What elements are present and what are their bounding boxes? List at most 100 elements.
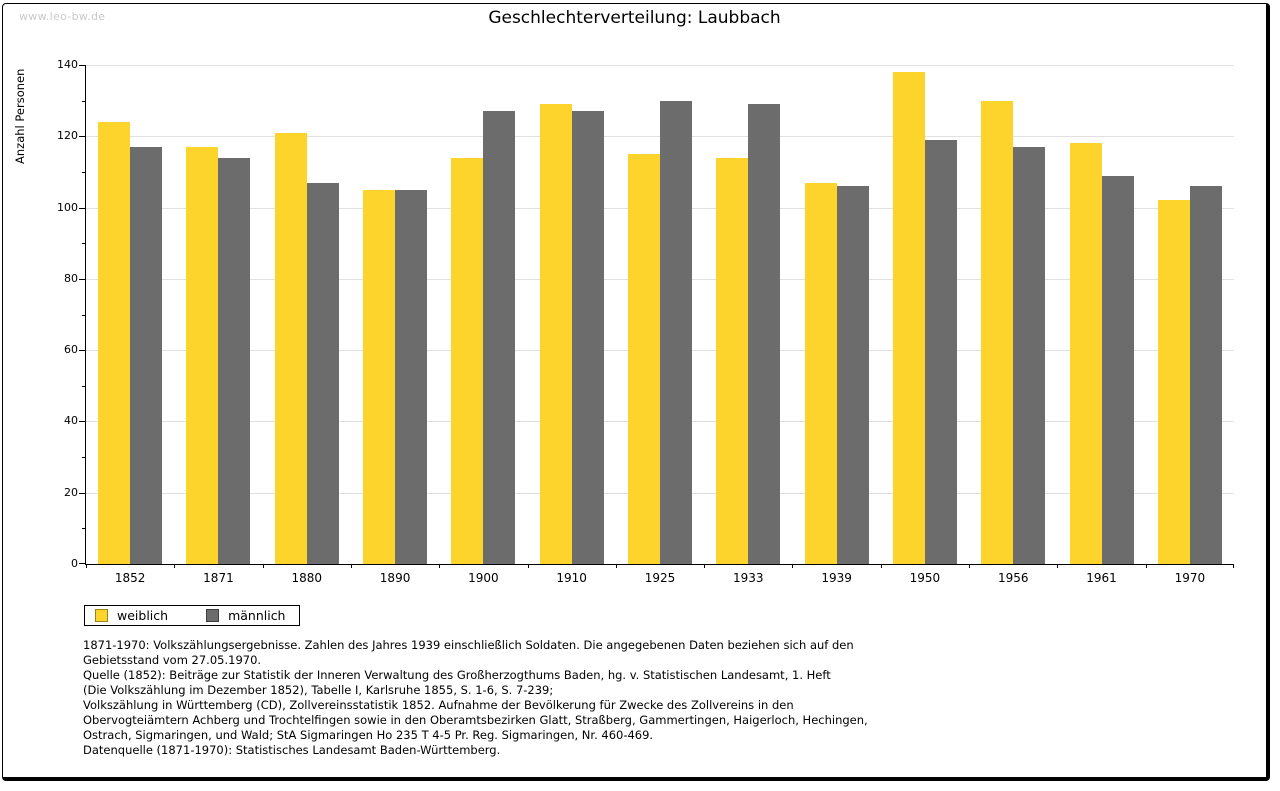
datasource-note: Datenquelle (1871-1970): Statistisches L… — [83, 743, 501, 757]
bar-group-1950 — [881, 65, 969, 564]
note-line: Obervogteiämtern Achberg und Trochtelfin… — [83, 713, 868, 727]
bar-group-1925 — [616, 65, 704, 564]
bar-weiblich-1970 — [1157, 200, 1190, 564]
x-axis-label: 1910 — [556, 571, 587, 585]
x-axis-tick — [174, 564, 175, 568]
x-axis-tick — [439, 564, 440, 568]
note-line: (Die Volkszählung im Dezember 1852), Tab… — [83, 683, 554, 697]
y-tick-label: 20 — [64, 485, 78, 499]
x-axis-label: 1852 — [114, 571, 146, 585]
bar-weiblich-1939 — [804, 182, 837, 564]
bar-group-1939 — [792, 65, 880, 564]
bar-männlich-1880 — [306, 182, 339, 564]
x-axis-tick — [969, 564, 970, 568]
bar-weiblich-1956 — [981, 100, 1014, 564]
bar-group-1880 — [263, 65, 351, 564]
x-axis-label: 1871 — [203, 571, 234, 585]
watermark: www.leo-bw.de — [19, 10, 106, 23]
x-axis-tick — [528, 564, 529, 568]
y-axis-minor-tick — [82, 171, 86, 173]
legend-item-weiblich: weiblich — [95, 608, 168, 623]
x-axis-label: 1956 — [997, 571, 1029, 585]
bar-männlich-1933 — [748, 104, 781, 564]
y-tick-label: 100 — [57, 200, 78, 214]
bar-group-1871 — [174, 65, 262, 564]
y-axis-minor-tick — [82, 457, 86, 459]
note-line: Quelle (1852): Beiträge zur Statistik de… — [83, 668, 831, 682]
y-axis-minor-tick — [82, 528, 86, 530]
note-line: Gebietsstand vom 27.05.1970. — [83, 653, 262, 667]
x-axis-label: 1950 — [909, 571, 941, 585]
bar-männlich-1852 — [130, 146, 163, 564]
y-axis-tick — [79, 278, 86, 280]
bar-group-1956 — [969, 65, 1057, 564]
bar-männlich-1900 — [483, 111, 516, 564]
note-line: Ostrach, Sigmaringen, und Wald; StA Sigm… — [83, 728, 654, 742]
x-axis-tick — [351, 564, 352, 568]
y-axis-minor-tick — [82, 385, 86, 387]
y-axis-tick — [79, 350, 86, 352]
bar-weiblich-1961 — [1069, 143, 1102, 564]
plot-area: 0 20 40 60 80 100 120 140 1852 1871 1880 1890 1900 19… — [57, 58, 1234, 585]
y-axis-tick — [79, 136, 86, 138]
y-tick-label: 140 — [57, 58, 78, 71]
legend-item-maennlich: männlich — [206, 608, 285, 623]
bar-weiblich-1852 — [98, 122, 131, 564]
x-axis-tick — [263, 564, 264, 568]
x-axis-tick — [792, 564, 793, 568]
bar-männlich-1956 — [1013, 146, 1046, 564]
bar-group-1970 — [1146, 65, 1234, 564]
bar-männlich-1871 — [218, 157, 251, 564]
bar-männlich-1970 — [1189, 186, 1222, 564]
x-axis-label: 1939 — [821, 571, 852, 585]
bar-weiblich-1933 — [716, 157, 749, 564]
bar-männlich-1890 — [395, 189, 428, 564]
x-axis-tick — [704, 564, 705, 568]
legend-label-maennlich: männlich — [228, 608, 286, 623]
x-axis-label: 1970 — [1174, 571, 1206, 585]
y-axis-tick — [79, 65, 86, 66]
bar-weiblich-1950 — [892, 72, 925, 564]
y-tick-label: 40 — [64, 414, 78, 428]
maennlich-swatch-icon — [206, 609, 220, 622]
bar-männlich-1925 — [659, 100, 692, 564]
y-tick-label: 120 — [57, 129, 78, 143]
bar-group-1961 — [1057, 65, 1145, 564]
bar-männlich-1939 — [836, 186, 869, 564]
x-axis-label: 1961 — [1086, 571, 1117, 585]
chart-title: Geschlechterverteilung: Laubbach — [488, 8, 781, 28]
y-axis-minor-tick — [82, 243, 86, 245]
note-line: Volkszählung in Württemberg (CD), Zollve… — [83, 698, 794, 712]
x-axis-tick — [881, 564, 882, 568]
x-axis-tick — [1233, 564, 1234, 568]
bar-männlich-1961 — [1101, 175, 1134, 564]
bar-weiblich-1900 — [451, 157, 484, 564]
y-tick-label: 80 — [64, 271, 78, 285]
chart-frame: www.leo-bw.de Geschlechterverteilung: La… — [2, 3, 1270, 781]
y-axis-tick — [79, 563, 86, 564]
bar-weiblich-1925 — [627, 154, 660, 564]
x-axis-tick — [1146, 564, 1147, 568]
legend-label-weiblich: weiblich — [117, 608, 169, 623]
bar-weiblich-1910 — [539, 104, 572, 564]
bar-group-1890 — [351, 65, 439, 564]
y-axis-minor-tick — [82, 314, 86, 316]
bar-group-1852 — [86, 65, 174, 564]
weiblich-swatch-icon — [95, 609, 108, 622]
bar-group-1910 — [528, 65, 616, 564]
y-tick-label: 60 — [64, 343, 78, 357]
bar-männlich-1910 — [571, 111, 604, 564]
y-axis-tick — [79, 207, 86, 209]
y-axis-label: Anzahl Personen — [13, 68, 27, 164]
bar-group-1933 — [704, 65, 792, 564]
y-axis-minor-tick — [82, 100, 86, 102]
y-tick-label: 0 — [71, 557, 78, 570]
x-axis-label: 1880 — [291, 571, 323, 585]
y-axis-tick — [79, 421, 86, 423]
x-axis-label: 1925 — [644, 571, 676, 585]
gridline — [86, 65, 1234, 66]
x-axis-label: 1900 — [468, 571, 499, 585]
bar-männlich-1950 — [924, 139, 957, 564]
x-axis-tick — [1057, 564, 1058, 568]
x-axis-tick — [86, 564, 87, 568]
